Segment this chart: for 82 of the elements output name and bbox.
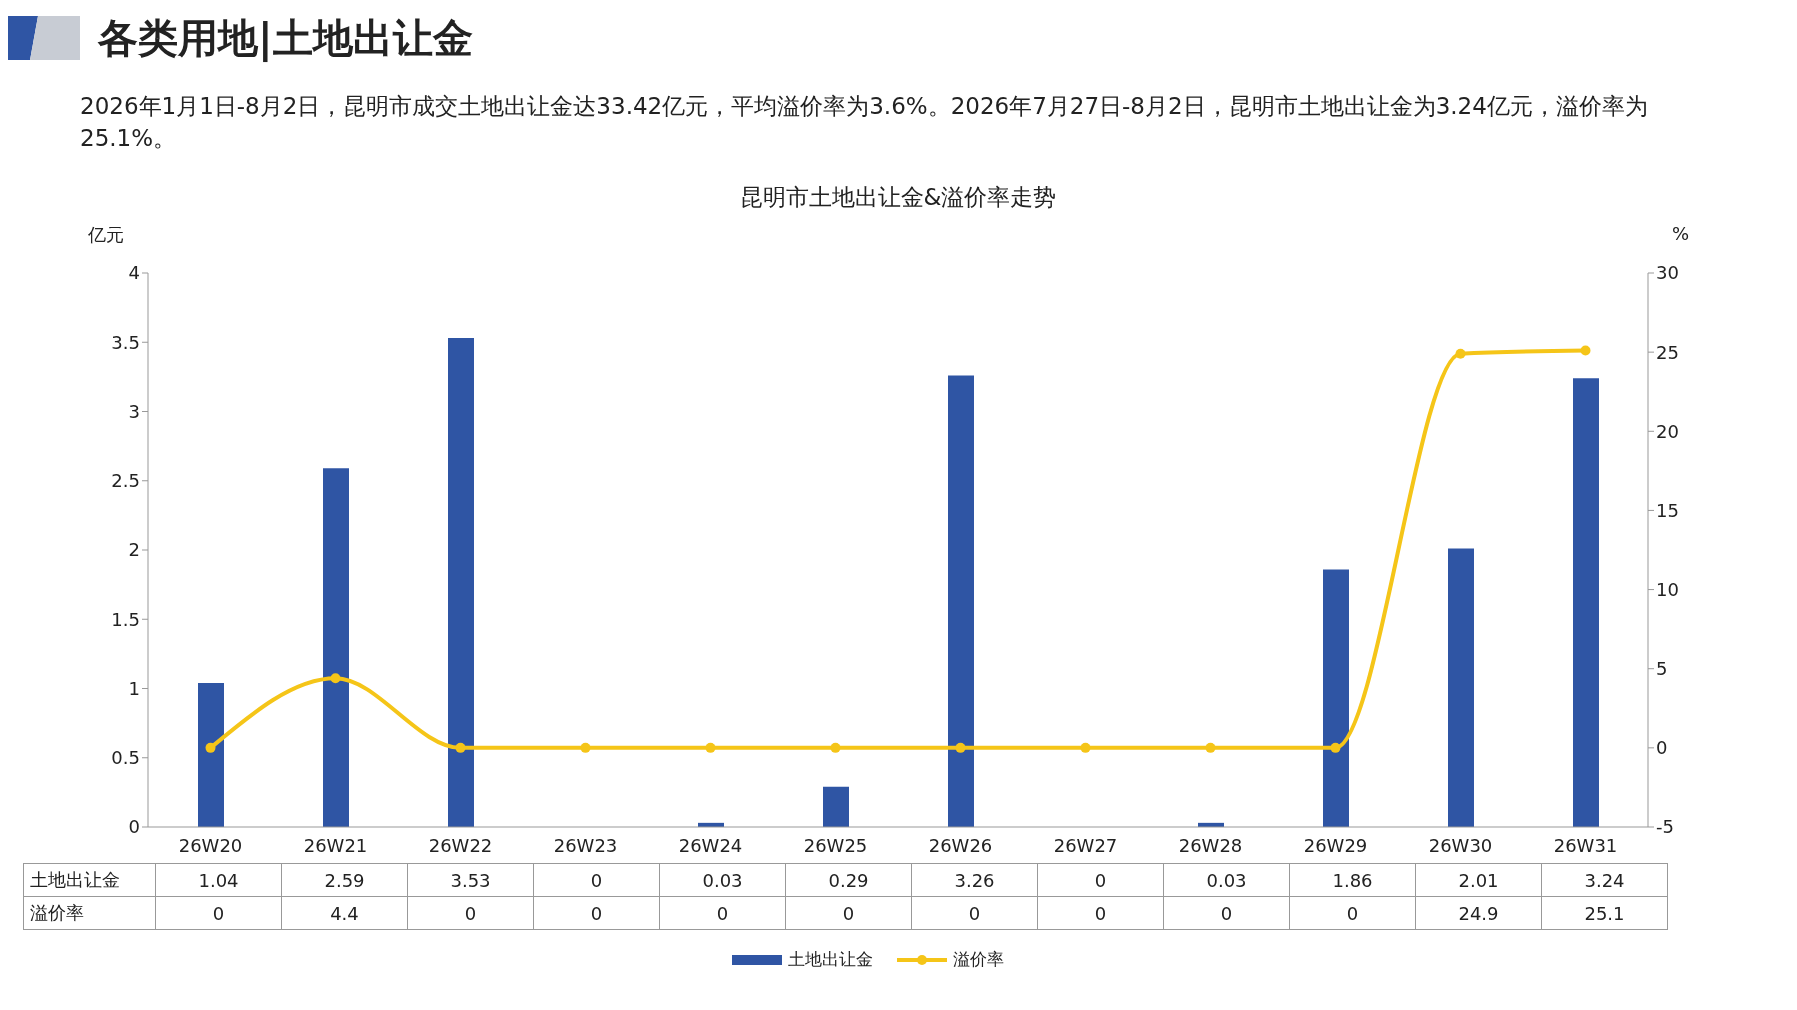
data-label: 0 [155,896,282,930]
data-label: 4.4 [281,896,408,930]
x-tick-label: 26W31 [1553,835,1618,857]
x-tick-label: 26W28 [1178,835,1243,857]
data-label: 0 [533,896,660,930]
x-tick-label: 26W27 [1053,835,1118,857]
bar [1323,569,1349,828]
data-label: 3.26 [911,863,1038,897]
x-tick-label: 26W29 [1303,835,1368,857]
text: 溢价率 [30,902,84,924]
x-tick-label: 26W24 [678,835,743,857]
point [205,743,216,754]
data-label: 0 [1037,896,1164,930]
data-label: 0 [659,896,786,930]
bar [323,468,349,828]
x-tick-label: 26W20 [178,835,243,857]
data-label: 25.1 [1541,896,1668,930]
y-axis-title: 亿元 [88,223,124,248]
y-tick-label: 2 [128,539,140,561]
data-label: 0.03 [659,863,786,897]
data-label: 0.29 [785,863,912,897]
data-label: 0 [1289,896,1416,930]
point [580,743,591,754]
y2-tick-label: -5 [1656,816,1674,838]
chart-title: 各类用地|土地出让金 [98,13,473,64]
y-tick-label: 1 [128,678,140,700]
y2-tick-label: 25 [1656,341,1679,363]
x-tick-label: 26W21 [303,835,368,857]
legend-label: 土地出让金 [788,948,873,972]
bar [948,375,974,828]
y2-tick-label: 30 [1656,262,1679,284]
data-label: 1.04 [155,863,282,897]
y-tick-label: 0 [128,816,140,838]
point [330,673,341,684]
data-label: 0 [1037,863,1164,897]
point [705,743,716,754]
y-tick-label: 0.5 [111,747,140,769]
point [455,743,466,754]
data-label: 3.53 [407,863,534,897]
y2-tick-label: 20 [1656,421,1679,443]
data-label: 0 [911,896,1038,930]
y-tick-label: 1.5 [111,609,140,631]
point [830,743,841,754]
x-tick-label: 26W23 [553,835,618,857]
text: 土地出让金 [30,869,120,891]
point [1080,743,1091,754]
y-tick-label: 3.5 [111,332,140,354]
data-label: 1.86 [1289,863,1416,897]
bar [198,683,224,828]
point [1580,345,1591,356]
x-tick-label: 26W30 [1428,835,1493,857]
data-label: 0 [785,896,912,930]
y2-tick-label: 10 [1656,579,1679,601]
y2-axis-title: % [1672,223,1690,245]
text: 2026年1月1日-8月2日，昆明市成交土地出让金达33.42亿元，平均溢价率为3.6%。2026年7月27日-8月2日，昆明市土地出让金为3.24亿元，溢价率为25.1%。 [80,92,1649,154]
y2-tick-label: 0 [1656,737,1668,759]
data-label: 0 [1163,896,1290,930]
point [1205,743,1216,754]
bar [823,787,849,828]
point [955,743,966,754]
y-tick-label: 2.5 [111,470,140,492]
data-label: 24.9 [1415,896,1542,930]
x-tick-label: 26W26 [928,835,993,857]
y-tick-label: 3 [128,401,140,423]
y2-tick-label: 15 [1656,500,1679,522]
chart-subtitle: 昆明市土地出让金&溢价率走势 [738,183,1058,213]
data-label: 2.59 [281,863,408,897]
data-label: 2.01 [1415,863,1542,897]
data-label: 0.03 [1163,863,1290,897]
data-label: 3.24 [1541,863,1668,897]
point [1455,349,1466,360]
x-tick-label: 26W22 [428,835,493,857]
data-label: 0 [533,863,660,897]
y-tick-label: 4 [128,262,140,284]
data-label: 0 [407,896,534,930]
legend-label: 溢价率 [953,948,1004,972]
bar [448,338,474,828]
bar [1573,378,1599,828]
x-tick-label: 26W25 [803,835,868,857]
y2-tick-label: 5 [1656,658,1668,680]
bar [1448,548,1474,828]
point [1330,743,1341,754]
